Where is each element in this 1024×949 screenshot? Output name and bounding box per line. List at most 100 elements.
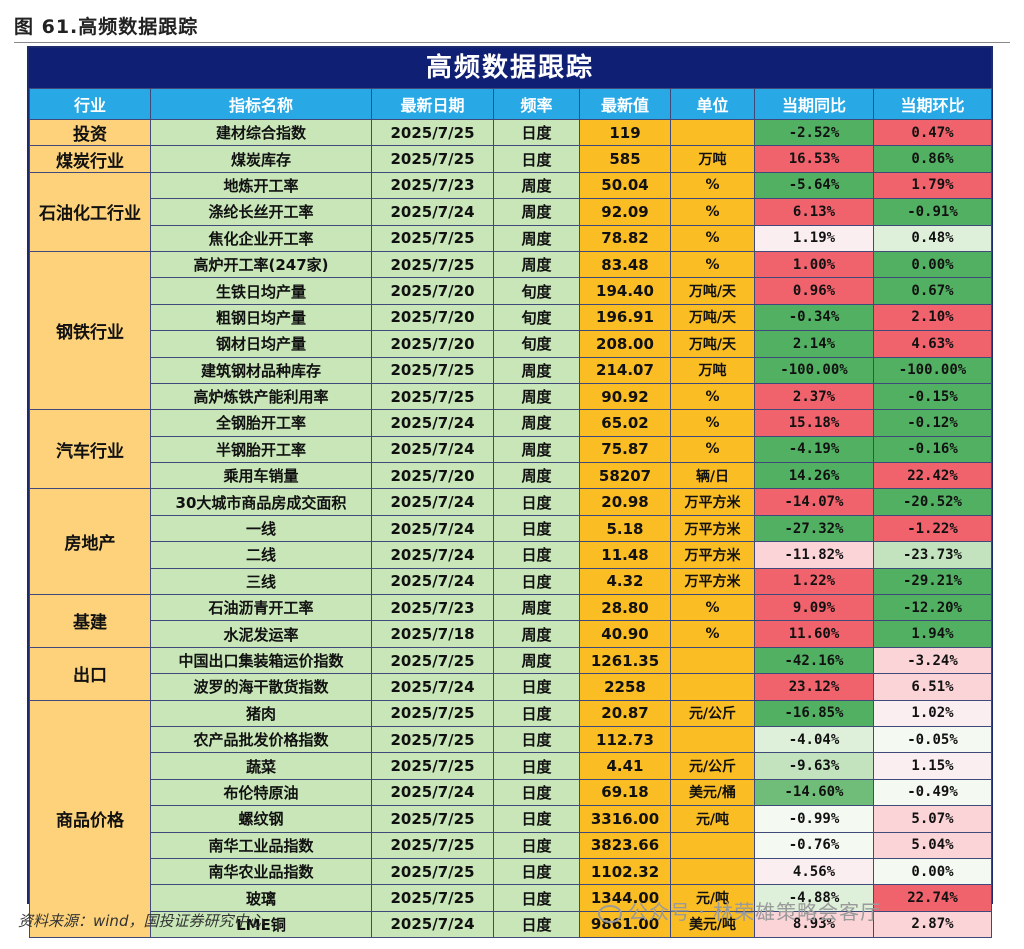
mom-cell: 0.00% — [873, 250, 992, 279]
latest-date-cell: 2025/7/20 — [371, 462, 494, 490]
figure-caption: 图 61.高频数据跟踪 — [14, 16, 199, 38]
yoy-cell: 1.19% — [754, 224, 874, 252]
indicator-name-cell: 乘用车销量 — [150, 462, 372, 490]
yoy-cell: 15.18% — [754, 409, 874, 437]
unit-cell: 辆/日 — [670, 462, 755, 490]
mom-cell: 2.87% — [873, 910, 992, 939]
unit-cell — [670, 118, 755, 147]
indicator-name-cell: 南华工业品指数 — [150, 831, 372, 859]
header-latest-date: 最新日期 — [371, 88, 494, 120]
yoy-cell: -11.82% — [754, 541, 874, 569]
table-row: 出口 中国出口集装箱运价指数 2025/7/25 周度 1261.35 -42.16% -3… — [29, 646, 992, 701]
latest-date-cell: 2025/7/24 — [371, 910, 494, 939]
indicator-name-cell: 布伦特原油 — [150, 778, 372, 807]
table-row: 钢铁行业 高炉开工率(247家) 2025/7/25 周度 83.48% 1.00% 0.0… — [29, 250, 992, 411]
yoy-cell: 4.56% — [754, 857, 874, 886]
mom-cell: 0.86% — [873, 145, 992, 173]
unit-cell: 万平方米 — [670, 567, 755, 596]
unit-cell: 元/公斤 — [670, 699, 755, 727]
table-row: 投资 建材综合指数 2025/7/25 日度 119 -2.52% 0.47% — [29, 118, 992, 147]
frequency-cell: 周度 — [493, 382, 580, 411]
latest-date-cell: 2025/7/20 — [371, 277, 494, 305]
mom-cell: 1.79% — [873, 171, 992, 200]
mom-cell: 1.94% — [873, 620, 992, 648]
unit-cell: 万平方米 — [670, 541, 755, 569]
unit-cell: 万吨/天 — [670, 330, 755, 358]
latest-date-cell: 2025/7/25 — [371, 646, 494, 675]
unit-cell: 元/公斤 — [670, 752, 755, 780]
wechat-icon — [598, 904, 622, 923]
latest-value-cell: 4.32 — [579, 567, 671, 596]
latest-date-cell: 2025/7/24 — [371, 778, 494, 807]
top-rule — [14, 42, 1010, 43]
latest-date-cell: 2025/7/23 — [371, 594, 494, 622]
yoy-cell: -27.32% — [754, 514, 874, 543]
frequency-cell: 日度 — [493, 118, 580, 147]
unit-cell — [670, 725, 755, 754]
mom-cell: -0.49% — [873, 778, 992, 807]
frequency-cell: 周度 — [493, 435, 580, 464]
yoy-cell: -4.88% — [754, 884, 874, 912]
industry-cell: 商品价格 — [29, 699, 151, 939]
source-note: 资料来源：wind，国投证券研究中心 — [18, 912, 264, 930]
latest-value-cell: 196.91 — [579, 303, 671, 332]
latest-date-cell: 2025/7/24 — [371, 567, 494, 596]
unit-cell: % — [670, 594, 755, 622]
latest-value-cell: 90.92 — [579, 382, 671, 411]
latest-value-cell: 3823.66 — [579, 831, 671, 859]
frequency-cell: 日度 — [493, 145, 580, 173]
yoy-cell: -2.52% — [754, 118, 874, 147]
latest-value-cell: 40.90 — [579, 620, 671, 648]
latest-date-cell: 2025/7/24 — [371, 514, 494, 543]
header-industry: 行业 — [29, 88, 151, 120]
industry-cell: 房地产 — [29, 488, 151, 596]
table-row: 生铁日均产量 2025/7/20 旬度 194.40 万吨/天 0.96% 0.67% — [30, 277, 992, 305]
mom-cell: -1.22% — [873, 514, 992, 543]
table-row: 玻璃 2025/7/25 日度 1344.00 元/吨 -4.88% 22.74% — [30, 884, 992, 912]
unit-cell — [670, 831, 755, 859]
yoy-cell: -16.85% — [754, 699, 874, 727]
header-mom: 当期环比 — [873, 88, 992, 120]
latest-value-cell: 585 — [579, 145, 671, 173]
frequency-cell: 日度 — [493, 488, 580, 516]
latest-value-cell: 194.40 — [579, 277, 671, 305]
yoy-cell: -100.00% — [754, 356, 874, 384]
indicator-name-cell: 螺纹钢 — [150, 805, 372, 833]
industry-cell: 煤炭行业 — [29, 145, 151, 173]
yoy-cell: -4.04% — [754, 725, 874, 754]
indicator-name-cell: 建材综合指数 — [150, 118, 372, 147]
latest-value-cell: 1344.00 — [579, 884, 671, 912]
indicator-name-cell: LME铜 — [150, 910, 372, 939]
indicator-name-cell: 全钢胎开工率 — [150, 409, 372, 437]
industry-cell: 汽车行业 — [29, 409, 151, 490]
frequency-cell: 日度 — [493, 805, 580, 833]
yoy-cell: 16.53% — [754, 145, 874, 173]
frequency-cell: 周度 — [493, 224, 580, 252]
frequency-cell: 周度 — [493, 594, 580, 622]
mom-cell: -12.20% — [873, 594, 992, 622]
table-row: 基建 石油沥青开工率 2025/7/23 周度 28.80% 9.09% -12.20% — [29, 594, 992, 648]
mom-cell: 0.48% — [873, 224, 992, 252]
frequency-cell: 日度 — [493, 699, 580, 727]
header-yoy: 当期同比 — [754, 88, 874, 120]
latest-date-cell: 2025/7/24 — [371, 435, 494, 464]
yoy-cell: -14.07% — [754, 488, 874, 516]
table-row: 商品价格 猪肉 2025/7/25 日度 20.87 元/公斤 -16.85% 1.02% — [29, 699, 992, 939]
latest-value-cell: 112.73 — [579, 725, 671, 754]
unit-cell: % — [670, 198, 755, 226]
unit-cell: % — [670, 171, 755, 200]
unit-cell: 万平方米 — [670, 514, 755, 543]
yoy-cell: -0.99% — [754, 805, 874, 833]
indicator-name-cell: 高炉开工率(247家) — [150, 250, 372, 279]
frequency-cell: 周度 — [493, 620, 580, 648]
table-row: 三线 2025/7/24 日度 4.32 万平方米 1.22% -29.21% — [30, 567, 992, 596]
mom-cell: -23.73% — [873, 541, 992, 569]
unit-cell — [670, 673, 755, 701]
industry-cell: 石油化工行业 — [29, 171, 151, 252]
mom-cell: 1.15% — [873, 752, 992, 780]
latest-value-cell: 5.18 — [579, 514, 671, 543]
header-indicator-name: 指标名称 — [150, 88, 372, 120]
mom-cell: 0.67% — [873, 277, 992, 305]
latest-value-cell: 69.18 — [579, 778, 671, 807]
latest-date-cell: 2025/7/25 — [371, 145, 494, 173]
